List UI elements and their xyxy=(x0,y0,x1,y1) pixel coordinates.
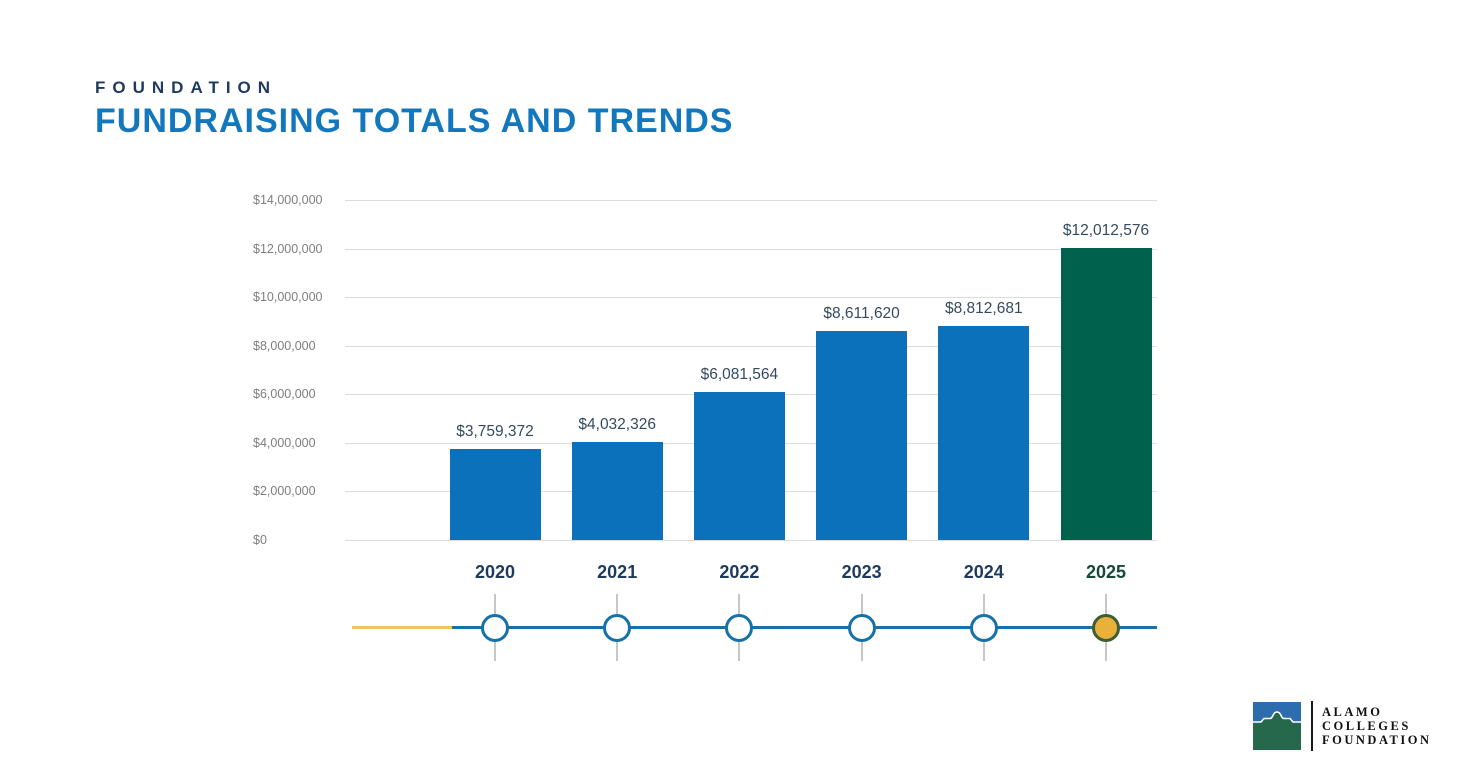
timeline-node-2021 xyxy=(603,614,632,642)
y-axis-tick-label: $12,000,000 xyxy=(253,241,323,256)
bar-value-label-2020: $3,759,372 xyxy=(456,422,534,440)
bar-value-label-2025: $12,012,576 xyxy=(1062,222,1150,240)
y-axis-tick-label: $8,000,000 xyxy=(253,338,316,353)
timeline-node-2025 xyxy=(1092,614,1120,642)
y-axis-tick-label: $14,000,000 xyxy=(253,193,323,207)
timeline-node-2020 xyxy=(481,614,509,642)
gridline-0 xyxy=(345,540,1157,541)
bar-2020 xyxy=(449,448,541,540)
y-axis-tick-label: $2,000,000 xyxy=(253,484,316,499)
x-axis-label-2023: 2023 xyxy=(841,562,882,582)
bar-value-label-2022: $6,081,564 xyxy=(700,366,779,384)
gridline-14000000 xyxy=(345,200,1157,201)
x-axis-label-2021: 2021 xyxy=(597,562,638,582)
x-axis-label-2024: 2024 xyxy=(963,562,1004,582)
gridline-8000000 xyxy=(345,345,1157,347)
bar-2021 xyxy=(571,442,663,540)
logo-line-foundation: FOUNDATION xyxy=(1322,733,1432,747)
logo-line-alamo: ALAMO xyxy=(1322,705,1383,719)
timeline-line xyxy=(452,626,1157,629)
bar-2024 xyxy=(938,325,1030,540)
gridline-10000000 xyxy=(345,297,1157,299)
gridline-12000000 xyxy=(345,248,1157,250)
bar-value-label-2024: $8,812,681 xyxy=(945,299,1023,317)
timeline-node-2024 xyxy=(969,614,998,642)
y-axis-tick-label: $4,000,000 xyxy=(253,435,316,450)
bar-2025 xyxy=(1060,248,1152,540)
y-axis-tick-label: $0 xyxy=(253,533,267,547)
bar-value-label-2023: $8,611,620 xyxy=(823,304,900,322)
page-title: FUNDRAISING TOTALS AND TRENDS xyxy=(95,102,734,140)
alamo-colleges-foundation-logo: ALAMO COLLEGES FOUNDATION xyxy=(1253,701,1432,751)
logo-text: ALAMO COLLEGES FOUNDATION xyxy=(1322,705,1432,747)
bar-2022 xyxy=(693,392,785,540)
bar-2023 xyxy=(816,330,908,540)
x-axis-label-2022: 2022 xyxy=(719,562,760,582)
x-axis-label-2025: 2025 xyxy=(1085,562,1127,582)
title-block: FOUNDATION FUNDRAISING TOTALS AND TRENDS xyxy=(95,78,733,141)
y-axis-tick-label: $10,000,000 xyxy=(253,290,323,305)
timeline-tail-segment xyxy=(352,626,452,629)
x-axis-label-2020: 2020 xyxy=(474,562,516,582)
y-axis-tick-label: $6,000,000 xyxy=(253,387,316,402)
eyebrow-title: FOUNDATION xyxy=(95,78,278,97)
bar-value-label-2021: $4,032,326 xyxy=(578,416,656,434)
alamo-mark-icon xyxy=(1253,702,1301,750)
logo-divider xyxy=(1311,701,1313,751)
timeline-node-2023 xyxy=(847,614,876,642)
logo-line-colleges: COLLEGES xyxy=(1322,719,1411,733)
timeline-node-2022 xyxy=(725,614,754,642)
